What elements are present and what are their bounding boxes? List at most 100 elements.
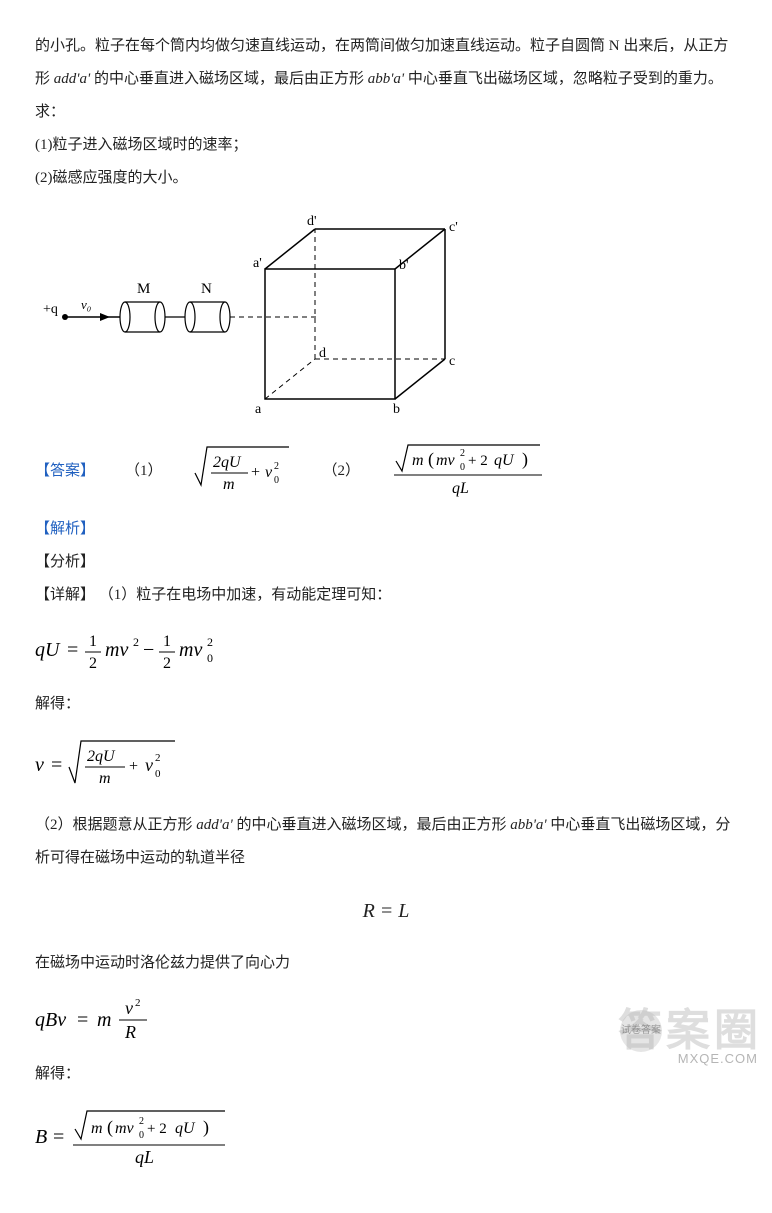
label-M: M [137,281,150,297]
svg-text:2: 2 [89,655,97,672]
svg-text:0: 0 [155,768,161,780]
svg-text:2: 2 [163,655,171,672]
svg-text:=: = [67,639,78,661]
svg-text:2qU: 2qU [213,454,242,471]
answer-1-math: 2qU m + v 2 0 [193,441,293,501]
label-ap: a' [253,256,262,271]
svg-text:2: 2 [207,635,213,649]
svg-text:mv: mv [115,1120,135,1137]
svg-text:v: v [265,464,273,481]
svg-text:0: 0 [139,1130,144,1141]
xiangjie: 【详解】 （1）粒子在电场中加速，有动能定理可知： [35,579,737,612]
svg-text:qL: qL [135,1147,154,1167]
svg-text:m: m [99,770,111,787]
xiangjie-label: 【详解】 [35,587,95,603]
svg-text:m: m [91,1120,103,1137]
t: （2）根据题意从正方形 [35,817,196,833]
svg-text:+: + [129,758,138,775]
svg-text:=: = [53,1126,64,1148]
svg-text:(: ( [107,1117,113,1138]
svg-text:2: 2 [460,448,465,459]
svg-text:qU: qU [494,452,515,469]
svg-text:1: 1 [163,633,171,650]
svg-text:m: m [412,452,424,469]
question-2: (2)磁感应强度的大小。 [35,162,737,195]
italic: abb'a' [368,71,404,87]
svg-text:v: v [125,998,133,1018]
cube-diagram: +q v₀ M N d' c' a' b [25,209,737,429]
svg-text:(: ( [428,449,434,470]
eq-RL: R = L [35,889,737,933]
answer-1-num: （1） [125,455,163,488]
svg-text:v: v [145,755,153,775]
svg-text:qU: qU [175,1120,196,1137]
label-bp: b' [399,258,409,273]
svg-text:2: 2 [274,461,279,472]
svg-text:mv: mv [105,639,128,661]
answer-2-num: （2） [323,455,361,488]
cube [265,229,445,399]
eq-lorentz: qBv = m v 2 R [35,994,737,1044]
svg-text:2: 2 [155,752,161,764]
italic: add'a' [54,71,90,87]
label-N: N [201,281,212,297]
label-a: a [255,402,262,417]
answer-2-math: m ( mv 2 0 + 2 qU ) qL [390,441,550,501]
step2: （2）根据题意从正方形 add'a' 的中心垂直进入磁场区域，最后由正方形 ab… [35,809,737,875]
svg-text:R: R [124,1022,136,1042]
svg-text:2qU: 2qU [87,748,116,765]
i: abb'a' [510,817,546,833]
eq-v: v = 2qU m + v 2 0 [35,735,737,795]
label-b: b [393,402,400,417]
svg-text:): ) [522,449,528,470]
label-cp: c' [449,220,458,235]
svg-text:0: 0 [460,462,465,473]
jiexi-label: 【解析】 [35,513,737,546]
svg-text:): ) [203,1117,209,1138]
svg-text:m: m [223,476,235,493]
text: 的中心垂直进入磁场区域，最后由正方形 [94,71,368,87]
svg-text:0: 0 [207,651,213,665]
jiede-1: 解得： [35,688,737,721]
svg-text:+ 2: + 2 [147,1121,167,1137]
svg-text:=: = [77,1009,88,1031]
svg-text:+: + [251,464,260,481]
arrow-v0 [100,313,110,321]
label-q: +q [43,302,58,317]
svg-text:mv: mv [179,639,202,661]
svg-text:v: v [35,754,44,776]
eq-energy: qU = 1 2 mv 2 − 1 2 mv 2 0 [35,626,737,674]
svg-text:qBv: qBv [35,1009,66,1031]
eq-B: B = m ( mv 2 0 + 2 qU ) qL [35,1105,737,1169]
answer-row: 【答案】 （1） 2qU m + v 2 0 （2） m ( mv 2 0 + … [35,441,737,501]
svg-text:−: − [143,639,154,661]
t: 的中心垂直进入磁场区域，最后由正方形 [236,817,510,833]
label-v0: v₀ [81,297,91,312]
label-c: c [449,354,455,369]
front-face [265,269,395,399]
fenxi-label: 【分析】 [35,546,737,579]
i: add'a' [196,817,232,833]
svg-text:2: 2 [133,635,139,649]
svg-text:qL: qL [452,480,469,497]
answer-label: 【答案】 [35,455,95,488]
svg-text:qU: qU [35,639,61,661]
diagram-svg: +q v₀ M N d' c' a' b [25,209,465,429]
label-d: d [319,346,326,361]
svg-text:1: 1 [89,633,97,650]
problem-para-1: 的小孔。粒子在每个筒内均做匀速直线运动，在两筒间做匀加速直线运动。粒子自圆筒 N… [35,30,737,129]
question-1: (1)粒子进入磁场区域时的速率； [35,129,737,162]
svg-text:B: B [35,1126,47,1148]
svg-text:=: = [51,754,62,776]
svg-text:2: 2 [139,1116,144,1127]
svg-text:2: 2 [135,997,141,1009]
svg-text:m: m [97,1009,111,1031]
step3: 在磁场中运动时洛伦兹力提供了向心力 [35,947,737,980]
svg-text:+ 2: + 2 [468,453,488,469]
cylinder-m: M [120,281,165,332]
cylinder-n: N [185,281,230,332]
svg-text:0: 0 [274,475,279,486]
svg-text:mv: mv [436,452,456,469]
step1-text: （1）粒子在电场中加速，有动能定理可知： [99,587,392,603]
label-dp: d' [307,214,317,229]
